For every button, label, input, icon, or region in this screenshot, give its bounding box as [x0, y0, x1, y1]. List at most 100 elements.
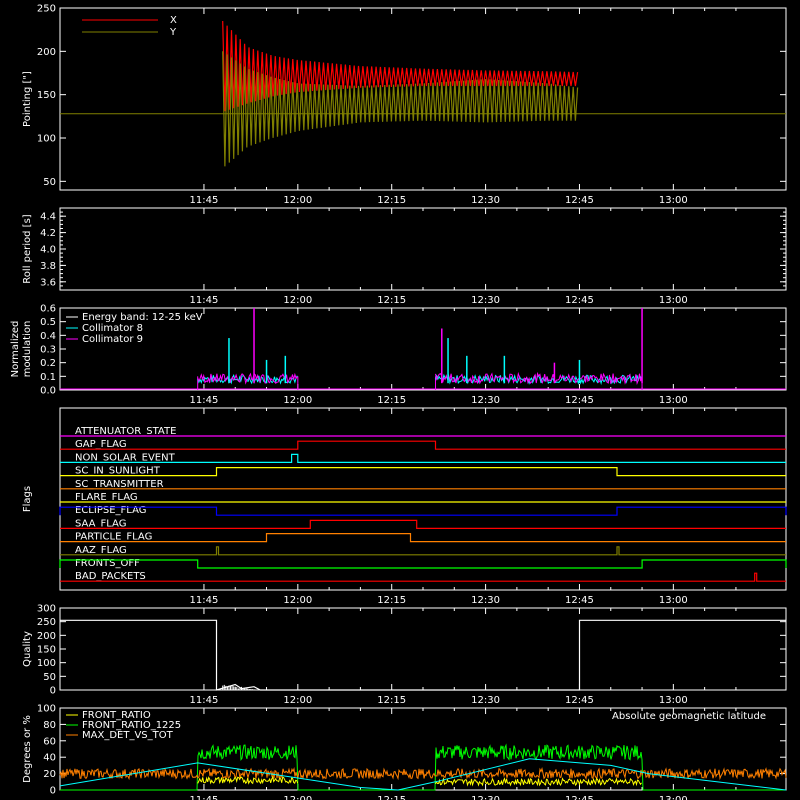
- y-tick-label: 100: [37, 134, 56, 145]
- y-tick-label: 60: [43, 736, 56, 747]
- x-tick-label: 12:30: [471, 195, 500, 206]
- x-tick-label: 11:45: [190, 395, 219, 406]
- y-tick-label: 4.4: [40, 212, 56, 223]
- flag-label: PARTICLE_FLAG: [75, 532, 152, 543]
- flag-line-aaz-flag: [60, 546, 786, 556]
- front-ratio-1225-line: [60, 743, 786, 791]
- geomagnetic-latitude-line: [59, 758, 787, 791]
- x-tick-label: 13:00: [659, 295, 688, 306]
- x-tick-label: 13:00: [659, 595, 688, 606]
- y-tick-label: 0.0: [40, 386, 56, 397]
- y-tick-label: 0.5: [40, 317, 56, 328]
- y-axis-label: Degrees or %: [22, 715, 33, 783]
- y-axis-label: Normalizedmodulation: [10, 321, 33, 378]
- x-tick-label: 12:00: [283, 695, 312, 706]
- x-tick-label: 12:15: [377, 595, 406, 606]
- y-tick-label: 3.6: [40, 277, 56, 288]
- x-tick-label: 12:45: [565, 595, 594, 606]
- y-tick-label: 0: [50, 686, 56, 697]
- y-tick-label: 300: [37, 604, 56, 615]
- x-tick-label: 13:00: [659, 795, 688, 800]
- y-tick-label: 0.6: [40, 304, 56, 315]
- legend-label: FRONT_RATIO: [82, 710, 151, 721]
- x-tick-label: 11:45: [190, 695, 219, 706]
- x-tick-label: 12:45: [565, 295, 594, 306]
- flag-label: AAZ_FLAG: [75, 545, 127, 556]
- x-tick-label: 13:00: [659, 695, 688, 706]
- panel-frame: [59, 207, 787, 291]
- flag-label: ATTENUATOR_STATE: [75, 426, 176, 437]
- y-tick-label: 0: [50, 786, 56, 797]
- flag-label: ECLIPSE_FLAG: [75, 505, 146, 516]
- legend-label: FRONT_RATIO_1225: [82, 720, 181, 731]
- y-tick-label: 4.0: [40, 245, 56, 256]
- legend-label: Collimator 9: [82, 334, 143, 345]
- x-tick-label: 11:45: [190, 195, 219, 206]
- y-tick-label: 4.2: [40, 228, 56, 239]
- legend-label: Collimator 8: [82, 323, 143, 334]
- legend-label: X: [170, 15, 177, 26]
- x-tick-label: 12:30: [471, 295, 500, 306]
- x-tick-label: 12:15: [377, 395, 406, 406]
- max-det-vs-tot-line: [59, 766, 787, 781]
- x-tick-label: 12:30: [471, 695, 500, 706]
- flag-line-fronts-off: [59, 559, 787, 569]
- flag-line-bad-packets: [60, 572, 786, 582]
- x-tick-label: 12:45: [565, 195, 594, 206]
- x-tick-label: 12:45: [565, 695, 594, 706]
- x-tick-label: 11:45: [190, 595, 219, 606]
- flag-line-gap-flag: [60, 440, 786, 450]
- x-tick-label: 12:30: [471, 395, 500, 406]
- y-axis-label: Quality: [22, 631, 33, 667]
- quality-line: [60, 619, 786, 691]
- y-axis-label-line: Normalized: [10, 321, 21, 378]
- y-tick-label: 50: [43, 177, 56, 188]
- x-tick-label: 12:15: [377, 295, 406, 306]
- x-tick-label: 12:30: [471, 595, 500, 606]
- y-tick-label: 150: [37, 90, 56, 101]
- series-y-line: [222, 51, 579, 167]
- x-tick-label: 12:00: [283, 795, 312, 800]
- x-tick-label: 12:45: [565, 795, 594, 800]
- legend-label: MAX_DET_VS_TOT: [82, 730, 174, 741]
- series-x-line: [222, 20, 579, 112]
- flag-label: SAA_FLAG: [75, 518, 126, 529]
- y-axis-label: Roll period [s]: [22, 214, 33, 283]
- x-tick-label: 12:00: [283, 595, 312, 606]
- flag-label: NON_SOLAR_EVENT: [75, 452, 176, 463]
- y-tick-label: 20: [43, 769, 56, 780]
- y-tick-label: 0.3: [40, 345, 56, 356]
- x-tick-label: 13:00: [659, 195, 688, 206]
- flag-label: FLARE_FLAG: [75, 492, 138, 503]
- y-tick-label: 250: [37, 617, 56, 628]
- x-tick-label: 12:00: [283, 295, 312, 306]
- flag-label: FRONTS_OFF: [75, 558, 140, 569]
- x-tick-label: 12:00: [283, 195, 312, 206]
- y-tick-label: 150: [37, 645, 56, 656]
- y-tick-label: 100: [37, 658, 56, 669]
- y-tick-label: 100: [37, 704, 56, 715]
- flag-label: BAD_PACKETS: [75, 571, 146, 582]
- x-tick-label: 12:30: [471, 795, 500, 800]
- legend-label: Y: [169, 27, 177, 38]
- x-tick-label: 13:00: [659, 395, 688, 406]
- y-tick-label: 80: [43, 720, 56, 731]
- flag-label: SC_IN_SUNLIGHT: [75, 466, 161, 477]
- collimator-9-line: [435, 371, 643, 386]
- y-tick-label: 0.1: [40, 372, 56, 383]
- y-tick-label: 0.2: [40, 358, 56, 369]
- flag-line-sc-in-sunlight: [60, 467, 786, 477]
- y-axis-label: Flags: [22, 486, 33, 512]
- flag-label: SC_TRANSMITTER: [75, 479, 164, 490]
- x-tick-label: 12:15: [377, 195, 406, 206]
- x-tick-label: 11:45: [190, 295, 219, 306]
- y-tick-label: 50: [43, 672, 56, 683]
- y-axis-label-line: modulation: [22, 321, 33, 378]
- flag-line-eclipse-flag: [59, 506, 787, 516]
- flag-line-non-solar-event: [60, 453, 786, 463]
- x-tick-label: 12:15: [377, 795, 406, 800]
- y-tick-label: 40: [43, 753, 56, 764]
- flag-label: GAP_FLAG: [75, 439, 127, 450]
- y-tick-label: 250: [37, 4, 56, 15]
